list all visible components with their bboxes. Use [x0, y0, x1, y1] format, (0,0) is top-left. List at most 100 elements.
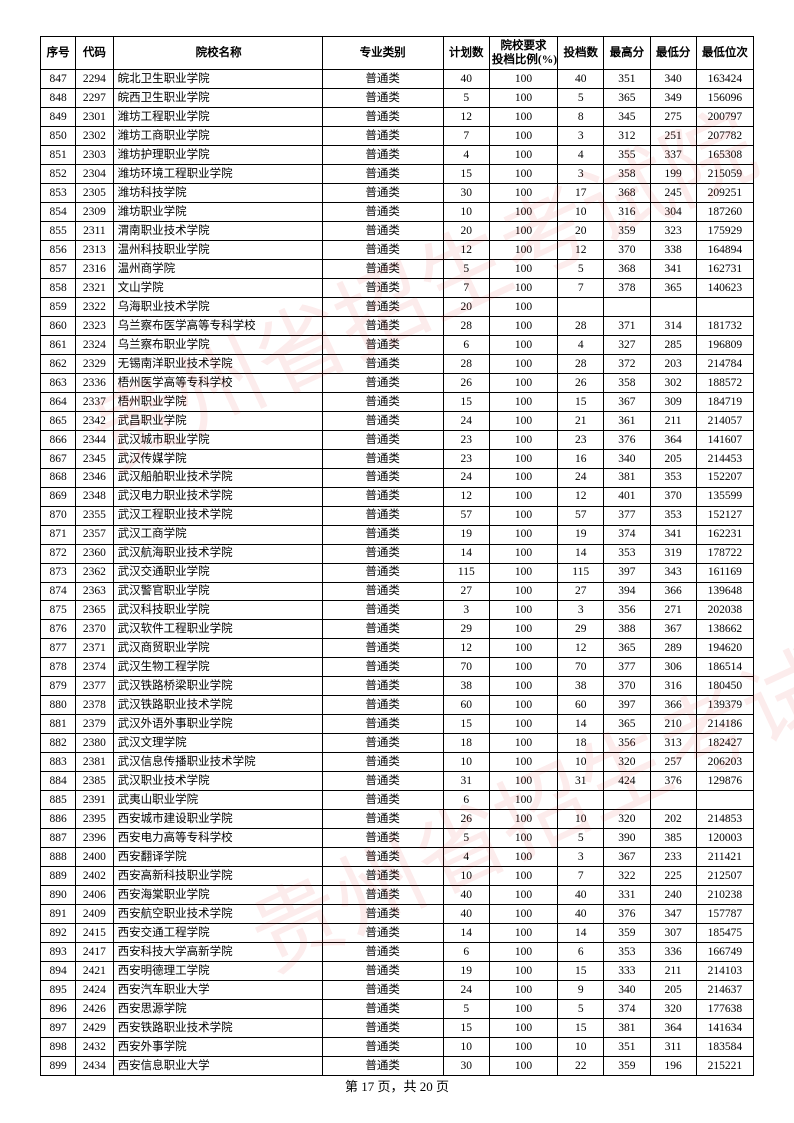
table-cell: 376 — [604, 430, 650, 449]
table-cell: 370 — [604, 241, 650, 260]
table-row: 8832381武汉信息传播职业技术学院普通类101001032025720620… — [41, 753, 754, 772]
table-cell: 182427 — [696, 734, 753, 753]
table-cell: 7 — [443, 127, 489, 146]
table-cell: 2434 — [76, 1056, 113, 1075]
table-cell: 西安信息职业大学 — [113, 1056, 322, 1075]
table-cell: 10 — [443, 1037, 489, 1056]
table-cell: 320 — [604, 810, 650, 829]
header-ratio: 院校要求投档比例(%) — [489, 37, 557, 70]
table-cell: 135599 — [696, 487, 753, 506]
table-cell: 9 — [558, 980, 604, 999]
table-cell: 武汉科技职业学院 — [113, 601, 322, 620]
table-cell: 378 — [604, 279, 650, 298]
table-cell: 100 — [489, 165, 557, 184]
table-cell: 353 — [604, 544, 650, 563]
table-cell: 3 — [558, 127, 604, 146]
table-cell: 140623 — [696, 279, 753, 298]
table-cell: 340 — [604, 449, 650, 468]
table-cell: 876 — [41, 620, 76, 639]
table-cell: 196809 — [696, 335, 753, 354]
table-cell: 868 — [41, 468, 76, 487]
table-cell: 26 — [443, 373, 489, 392]
table-cell: 武汉航海职业技术学院 — [113, 544, 322, 563]
table-cell — [558, 791, 604, 810]
table-cell: 194620 — [696, 639, 753, 658]
table-cell: 215059 — [696, 165, 753, 184]
table-cell: 普通类 — [322, 677, 443, 696]
table-cell: 320 — [650, 999, 696, 1018]
table-cell: 225 — [650, 867, 696, 886]
table-cell: 5 — [558, 260, 604, 279]
table-cell: 888 — [41, 848, 76, 867]
table-cell: 2365 — [76, 601, 113, 620]
table-cell: 100 — [489, 203, 557, 222]
table-cell: 867 — [41, 449, 76, 468]
table-cell — [604, 297, 650, 316]
table-body: 8472294皖北卫生职业学院普通类4010040351340163424848… — [41, 70, 754, 1075]
table-cell: 2391 — [76, 791, 113, 810]
table-cell: 894 — [41, 961, 76, 980]
table-cell: 309 — [650, 392, 696, 411]
table-cell: 2324 — [76, 335, 113, 354]
table-cell: 898 — [41, 1037, 76, 1056]
table-cell: 100 — [489, 791, 557, 810]
table-row: 8932417西安科技大学高新学院普通类61006353336166749 — [41, 942, 754, 961]
header-name: 院校名称 — [113, 37, 322, 70]
table-cell: 337 — [650, 146, 696, 165]
table-cell: 2329 — [76, 354, 113, 373]
table-row: 8532305潍坊科技学院普通类3010017368245209251 — [41, 184, 754, 203]
table-cell: 2311 — [76, 222, 113, 241]
table-cell: 2355 — [76, 506, 113, 525]
table-cell: 22 — [558, 1056, 604, 1075]
table-cell: 349 — [650, 89, 696, 108]
table-cell: 武汉文理学院 — [113, 734, 322, 753]
table-cell: 2297 — [76, 89, 113, 108]
table-cell: 2377 — [76, 677, 113, 696]
table-cell: 366 — [650, 582, 696, 601]
table-cell: 武汉警官职业学院 — [113, 582, 322, 601]
table-cell: 100 — [489, 335, 557, 354]
table-cell: 武汉商贸职业学院 — [113, 639, 322, 658]
table-cell: 普通类 — [322, 886, 443, 905]
table-cell: 115 — [443, 563, 489, 582]
header-category: 专业类别 — [322, 37, 443, 70]
table-cell: 2305 — [76, 184, 113, 203]
table-cell: 401 — [604, 487, 650, 506]
table-cell: 2396 — [76, 829, 113, 848]
table-cell: 161169 — [696, 563, 753, 582]
table-cell: 377 — [604, 506, 650, 525]
table-cell: 205 — [650, 449, 696, 468]
table-cell: 214637 — [696, 980, 753, 999]
table-cell: 38 — [443, 677, 489, 696]
table-cell: 15 — [443, 715, 489, 734]
table-cell: 5 — [558, 999, 604, 1018]
table-cell: 199 — [650, 165, 696, 184]
table-cell: 2362 — [76, 563, 113, 582]
table-cell: 100 — [489, 563, 557, 582]
table-cell: 311 — [650, 1037, 696, 1056]
table-cell: 15 — [558, 961, 604, 980]
table-cell: 100 — [489, 848, 557, 867]
table-cell: 武汉软件工程职业学院 — [113, 620, 322, 639]
table-cell: 普通类 — [322, 791, 443, 810]
table-cell: 8 — [558, 108, 604, 127]
table-cell: 886 — [41, 810, 76, 829]
table-cell: 文山学院 — [113, 279, 322, 298]
table-row: 8712357武汉工商学院普通类1910019374341162231 — [41, 525, 754, 544]
table-cell: 202038 — [696, 601, 753, 620]
table-cell: 368 — [604, 184, 650, 203]
table-cell: 6 — [443, 791, 489, 810]
table-cell: 15 — [558, 1018, 604, 1037]
table-cell: 14 — [558, 715, 604, 734]
table-cell: 870 — [41, 506, 76, 525]
header-seq: 序号 — [41, 37, 76, 70]
table-cell: 100 — [489, 373, 557, 392]
table-cell: 377 — [604, 658, 650, 677]
table-cell: 无锡南洋职业技术学院 — [113, 354, 322, 373]
table-cell: 19 — [443, 525, 489, 544]
table-cell: 2304 — [76, 165, 113, 184]
table-cell: 西安明德理工学院 — [113, 961, 322, 980]
table-row: 8702355武汉工程职业技术学院普通类5710057377353152127 — [41, 506, 754, 525]
table-cell: 181732 — [696, 316, 753, 335]
table-cell: 100 — [489, 582, 557, 601]
